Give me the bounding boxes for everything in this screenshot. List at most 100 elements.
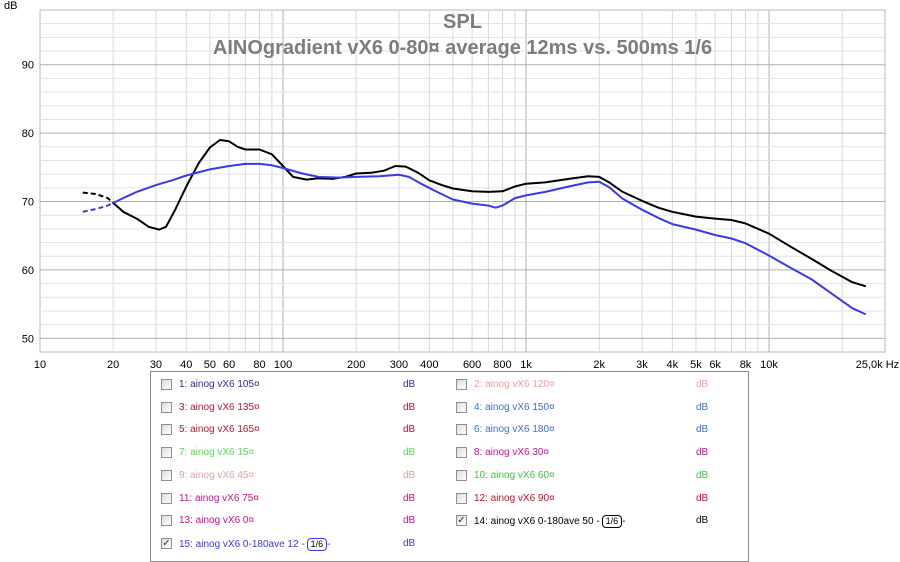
x-tick-label: 3k <box>636 359 648 371</box>
legend-panel: 1: ainog vX6 105¤ dB 2: ainog vX6 120¤ dB 3:… <box>150 371 749 562</box>
legend-label: 12: ainog vX6 90¤ <box>474 492 555 504</box>
x-tick-label: 50 <box>204 359 216 371</box>
legend-item: 9: ainog vX6 45¤ dB <box>161 469 446 485</box>
series-2-extrapolated-line <box>82 202 114 213</box>
legend-checkbox[interactable] <box>161 401 172 413</box>
x-tick-label: 80 <box>253 359 265 371</box>
legend-unit: dB <box>696 492 709 504</box>
legend-checkbox[interactable] <box>456 469 467 481</box>
legend-checkbox[interactable] <box>161 469 172 481</box>
legend-label: 14: ainog vX6 0-180ave 50 <box>474 516 594 528</box>
legend-item: ✓ 15: ainog vX6 0-180ave 12 -1/6- dB <box>161 537 416 551</box>
x-tick-label: 100 <box>274 359 292 371</box>
x-tick-label: 600 <box>463 359 481 371</box>
legend-item: 5: ainog vX6 165¤ dB <box>161 423 446 439</box>
legend-unit: dB <box>403 424 416 436</box>
legend-item: 3: ainog vX6 135¤ dB <box>161 401 446 417</box>
y-tick-label: 90 <box>22 60 34 72</box>
legend-item: 4: ainog vX6 150¤ dB <box>456 401 741 417</box>
legend-unit: dB <box>696 379 709 390</box>
x-tick-label: 8k <box>740 359 752 371</box>
legend-checkbox[interactable] <box>161 515 172 527</box>
legend-checkbox[interactable] <box>161 447 172 459</box>
legend-label: 10: ainog vX6 60¤ <box>474 469 555 481</box>
legend-item: ✓ 14: ainog vX6 0-180ave 50 -1/6- dB <box>456 515 709 529</box>
legend-unit: dB <box>696 447 709 459</box>
legend-checkbox[interactable]: ✓ <box>456 515 467 527</box>
chart-subtitle: AINOgradient vX6 0-80¤ average 12ms vs. … <box>212 37 713 59</box>
x-tick-label: 40 <box>180 359 192 371</box>
smoothing-badge: 1/6 <box>601 515 623 529</box>
smoothing-badge: 1/6 <box>306 537 328 551</box>
legend-item: 7: ainog vX6 15¤ dB <box>161 446 446 462</box>
chart-title: SPL <box>443 11 482 33</box>
legend-label: 11: ainog vX6 75¤ <box>179 492 259 504</box>
x-tick-label: 800 <box>493 359 511 371</box>
legend-item: 12: ainog vX6 90¤ dB <box>456 492 741 508</box>
y-tick-label: 50 <box>22 333 34 345</box>
y-tick-label: 80 <box>22 128 34 140</box>
legend-checkbox[interactable] <box>456 401 467 413</box>
legend-item: 8: ainog vX6 30¤ dB <box>456 446 741 462</box>
tick-labels: 10 20 30 40 50 60 80 100 200 300 400 600 800 1k 2k 3k 4k… <box>22 60 899 371</box>
legend-unit: dB <box>403 515 416 527</box>
series-1-line <box>112 139 867 288</box>
series-1-extrapolated-line <box>82 191 114 204</box>
legend-checkbox[interactable] <box>456 379 467 390</box>
legend-item: 1: ainog vX6 105¤ dB <box>161 378 446 394</box>
legend-checkbox[interactable] <box>161 492 172 504</box>
legend-checkbox[interactable] <box>161 379 172 390</box>
legend-checkbox[interactable] <box>456 447 467 459</box>
x-tick-label: 10k <box>760 359 778 371</box>
legend-item: 6: ainog vX6 180¤ dB <box>456 423 741 439</box>
legend-checkbox[interactable]: ✓ <box>161 537 172 549</box>
legend-label: 7: ainog vX6 15¤ <box>179 447 255 459</box>
y-axis-unit: dB <box>4 0 17 12</box>
legend-checkbox[interactable] <box>456 492 467 504</box>
legend-unit: dB <box>403 537 416 549</box>
legend-item: 11: ainog vX6 75¤ dB <box>161 492 446 508</box>
legend-unit: dB <box>403 492 416 504</box>
legend-unit: dB <box>403 379 416 390</box>
series-lines <box>82 139 867 316</box>
series-2-line <box>112 162 867 316</box>
x-tick-label: 25,0k Hz <box>856 359 899 371</box>
legend-label: 15: ainog vX6 0-180ave 12 <box>179 538 299 550</box>
legend-item: 10: ainog vX6 60¤ dB <box>456 469 741 485</box>
legend-unit: dB <box>696 424 709 436</box>
legend-checkbox[interactable] <box>456 424 467 436</box>
legend-checkbox[interactable] <box>161 424 172 436</box>
legend-label: 5: ainog vX6 165¤ <box>179 424 260 436</box>
legend-label: 1: ainog vX6 105¤ <box>179 379 260 390</box>
x-tick-label: 5k <box>690 359 702 371</box>
x-tick-label: 1k <box>520 359 532 371</box>
x-tick-label: 200 <box>347 359 365 371</box>
x-tick-label: 2k <box>593 359 605 371</box>
legend-label: 9: ainog vX6 45¤ <box>179 469 255 481</box>
legend-label: 2: ainog vX6 120¤ <box>474 379 555 390</box>
legend-item: 2: ainog vX6 120¤ dB <box>456 378 741 394</box>
legend-unit: dB <box>403 401 416 413</box>
x-tick-label: 20 <box>107 359 119 371</box>
legend-label: 6: ainog vX6 180¤ <box>474 424 555 436</box>
x-tick-label: 6k <box>709 359 721 371</box>
legend-label: 13: ainog vX6 0¤ <box>179 515 255 527</box>
y-tick-label: 70 <box>22 197 34 209</box>
legend-unit: dB <box>403 469 416 481</box>
legend-label: 8: ainog vX6 30¤ <box>474 447 550 459</box>
x-tick-label: 30 <box>150 359 162 371</box>
y-tick-label: 60 <box>22 265 34 277</box>
plot-frame <box>39 9 886 353</box>
x-tick-label: 4k <box>667 359 679 371</box>
legend-unit: dB <box>696 401 709 413</box>
x-tick-label: 400 <box>420 359 438 371</box>
x-tick-label: 10 <box>34 359 46 371</box>
legend-unit: dB <box>696 515 709 527</box>
legend-label: 4: ainog vX6 150¤ <box>474 401 555 413</box>
legend-unit: dB <box>696 469 709 481</box>
legend-item: 13: ainog vX6 0¤ dB <box>161 514 446 530</box>
x-tick-label: 60 <box>223 359 235 371</box>
legend-unit: dB <box>403 447 416 459</box>
x-tick-label: 300 <box>390 359 408 371</box>
spl-chart: 10 20 30 40 50 60 80 100 200 300 400 600 800 1k 2k 3k 4k… <box>4 0 899 371</box>
